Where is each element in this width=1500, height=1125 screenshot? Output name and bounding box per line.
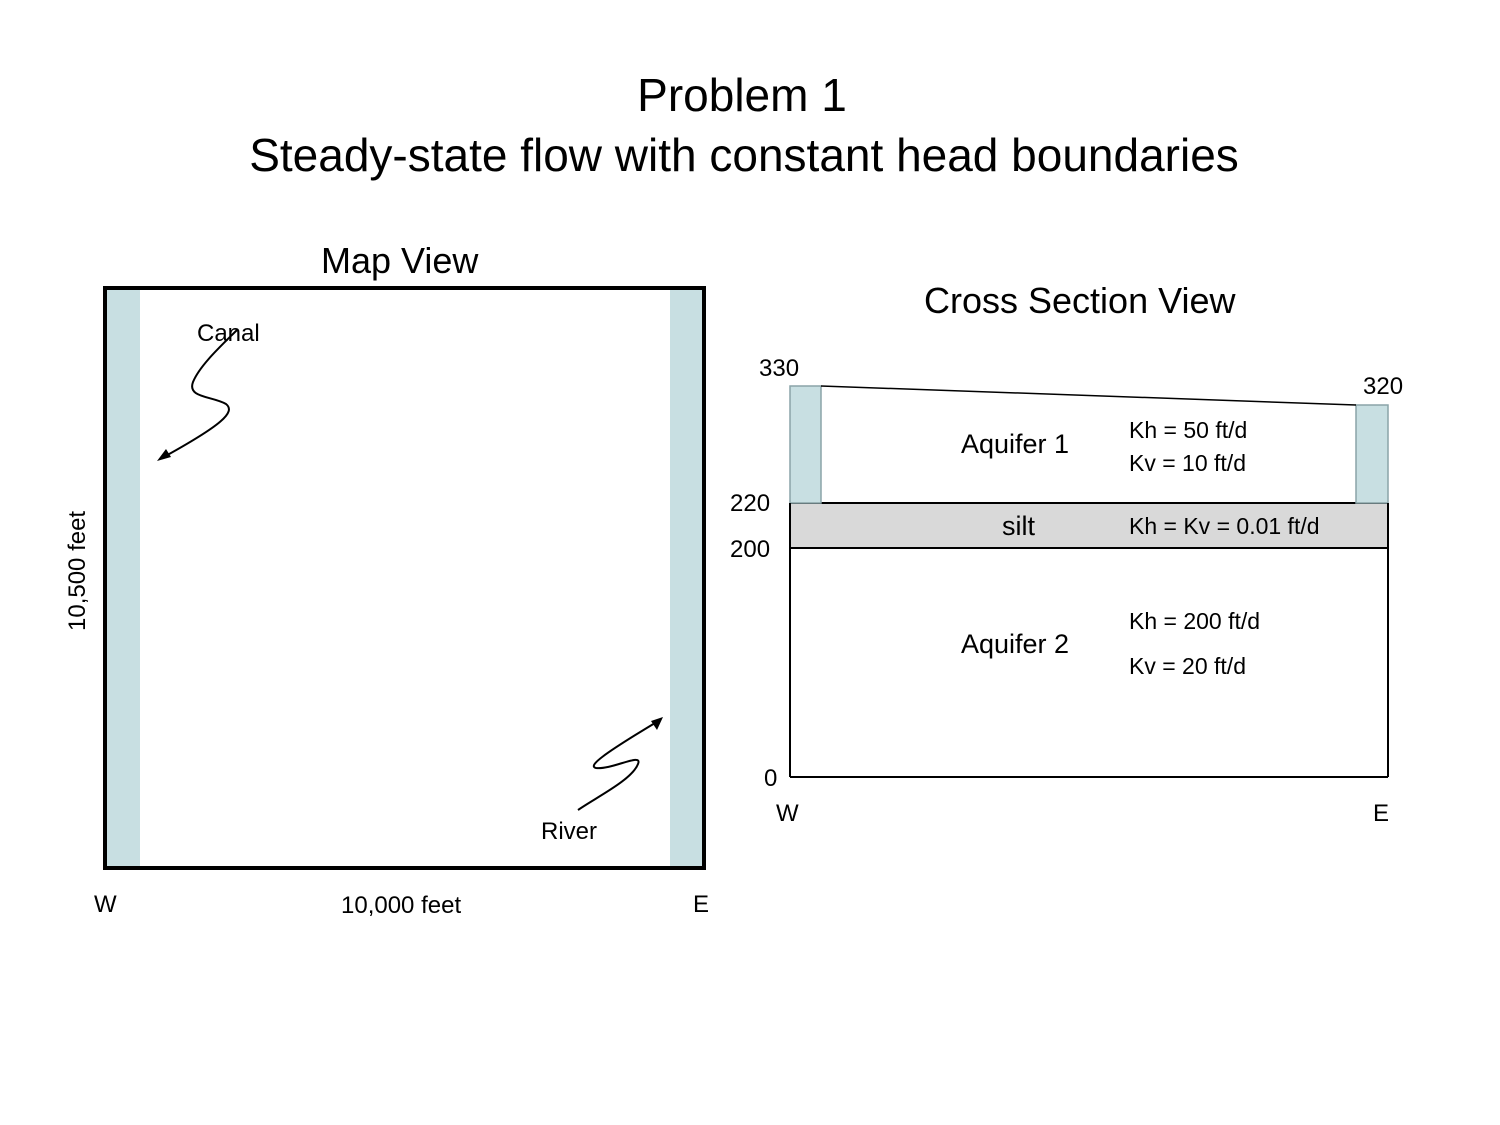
map-view-title: Map View [321, 240, 479, 281]
aquifer-2-kh-label: Kh = 200 ft/d [1129, 608, 1261, 634]
map-width-label: 10,000 feet [341, 892, 462, 919]
map-height-label: 10,500 feet [64, 510, 91, 631]
title-line-2: Steady-state flow with constant head bou… [249, 129, 1239, 181]
map-east-label: E [693, 891, 710, 918]
map-west-label: W [94, 891, 117, 918]
canal-label: Canal [197, 320, 260, 347]
river-arrowhead [651, 717, 663, 730]
aquifer-1-kv-label: Kv = 10 ft/d [1129, 450, 1246, 476]
elevation-320-label: 320 [1363, 373, 1404, 400]
section-east-label: E [1373, 800, 1390, 827]
silt-k-label: Kh = Kv = 0.01 ft/d [1129, 513, 1320, 539]
east-boundary-block [1355, 404, 1389, 504]
river-arrow [577, 719, 661, 811]
silt-layer [790, 503, 1388, 548]
title-line-1: Problem 1 [637, 69, 847, 121]
canal-strip [106, 289, 140, 867]
aquifer-2-label: Aquifer 2 [961, 629, 1070, 659]
elevation-0-label: 0 [764, 765, 778, 792]
elevation-330-label: 330 [759, 355, 800, 382]
cross-section-title: Cross Section View [924, 280, 1236, 321]
section-west-label: W [776, 800, 799, 827]
elevation-220-label: 220 [730, 490, 771, 517]
aquifer-2-kv-label: Kv = 20 ft/d [1129, 653, 1246, 679]
map-boundary [103, 286, 706, 870]
water-table-line [820, 385, 1357, 406]
canal-arrow [161, 329, 238, 459]
canal-arrowhead [157, 449, 171, 461]
elevation-200-label: 200 [730, 536, 771, 563]
silt-label: silt [1002, 511, 1035, 541]
cross-section [789, 385, 1389, 778]
west-boundary-block [789, 385, 822, 504]
aquifer-1-label: Aquifer 1 [961, 429, 1070, 459]
aquifer-1-kh-label: Kh = 50 ft/d [1129, 417, 1248, 443]
river-strip [670, 289, 703, 867]
river-label: River [541, 818, 598, 845]
map-view [103, 286, 706, 870]
